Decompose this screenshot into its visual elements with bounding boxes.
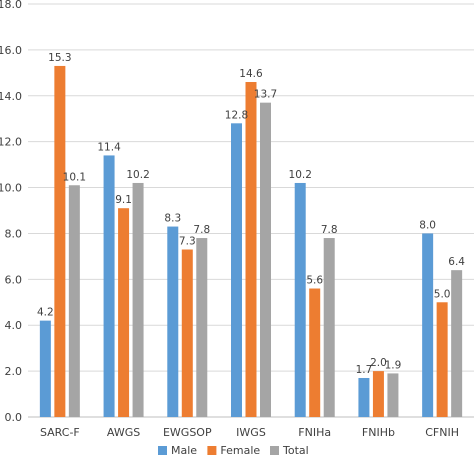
data-label: 10.2 <box>126 169 149 181</box>
legend-swatch <box>207 446 217 455</box>
bar-female-sarc-f <box>54 65 66 417</box>
y-tick-label: 6.0 <box>5 273 23 286</box>
legend-label: Total <box>282 444 309 457</box>
bar-female-cfnih <box>436 302 448 417</box>
legend-swatch <box>270 446 279 455</box>
bar-total-awgs <box>132 182 144 417</box>
bar-total-fniha <box>323 238 335 417</box>
data-label: 4.2 <box>37 307 54 319</box>
x-axis-categories: SARC-F AWGS EWGSOP IWGS FNIHa FNIHb CFNIH <box>40 426 459 439</box>
data-label: 6.4 <box>448 256 465 268</box>
data-label: 5.0 <box>434 288 451 300</box>
bar-female-awgs <box>118 208 130 417</box>
x-category-label: SARC-F <box>40 426 80 439</box>
x-category-label: EWGSOP <box>163 426 212 439</box>
bar-female-iwgs <box>245 82 257 417</box>
x-category-label: FNIHb <box>362 426 395 439</box>
data-label: 5.6 <box>306 275 323 287</box>
data-label: 12.8 <box>225 109 248 121</box>
data-label: 8.3 <box>164 213 181 225</box>
y-tick-label: 16.0 <box>0 44 22 57</box>
legend-swatch <box>158 446 167 455</box>
legend-item-total: Total <box>270 444 309 457</box>
y-tick-label: 12.0 <box>0 136 22 149</box>
bar-male-sarc-f <box>39 320 51 417</box>
legend-label: Male <box>171 444 197 457</box>
bar-male-iwgs <box>231 123 242 418</box>
y-tick-label: 2.0 <box>5 365 23 378</box>
data-label: 7.8 <box>321 224 338 236</box>
data-label: 1.7 <box>356 364 373 376</box>
x-category-label: FNIHa <box>298 426 331 439</box>
y-tick-label: 0.0 <box>5 411 23 424</box>
legend-label: Female <box>220 444 260 457</box>
legend-item-female: Female <box>207 444 260 457</box>
bar-male-cfnih <box>422 233 434 417</box>
bar-total-fnihb <box>387 373 399 417</box>
bar-male-fniha <box>294 182 306 417</box>
data-label: 14.6 <box>239 68 263 80</box>
data-label: 10.1 <box>63 171 86 183</box>
bar-total-cfnih <box>451 270 463 417</box>
data-label: 7.3 <box>179 236 196 248</box>
x-category-label: IWGS <box>236 426 266 439</box>
y-tick-label: 10.0 <box>0 182 22 195</box>
bar-female-fniha <box>309 288 321 417</box>
bars <box>39 65 463 418</box>
bar-male-fnihb <box>358 377 370 417</box>
bar-total-sarc-f <box>68 185 80 417</box>
bar-male-awgs <box>103 155 115 417</box>
bar-total-ewgsop <box>196 238 208 417</box>
y-tick-label: 8.0 <box>5 227 23 240</box>
data-label: 1.9 <box>385 359 402 371</box>
data-label: 13.7 <box>254 89 277 101</box>
data-label: 7.8 <box>193 224 210 236</box>
y-axis-ticks: 0.0 2.0 4.0 6.0 8.0 10.0 12.0 14.0 16.0 18.0 <box>0 0 22 424</box>
data-label: 11.4 <box>97 141 121 153</box>
data-label: 2.0 <box>370 357 387 369</box>
data-label: 8.0 <box>419 219 436 231</box>
bar-male-ewgsop <box>167 226 179 417</box>
x-category-label: AWGS <box>107 426 140 439</box>
y-tick-label: 18.0 <box>0 0 22 11</box>
bar-female-ewgsop <box>181 249 193 417</box>
data-label: 9.1 <box>115 194 132 206</box>
data-labels: 4.215.310.111.49.110.28.37.37.812.814.61… <box>37 52 465 376</box>
y-tick-label: 14.0 <box>0 90 22 103</box>
data-label: 10.2 <box>289 169 312 181</box>
bar-total-iwgs <box>260 102 271 418</box>
y-tick-label: 4.0 <box>5 319 23 332</box>
data-label: 15.3 <box>48 52 71 64</box>
bar-female-fnihb <box>372 371 384 417</box>
legend: Male Female Total <box>158 444 309 457</box>
x-category-label: CFNIH <box>425 426 459 439</box>
legend-item-male: Male <box>158 444 197 457</box>
